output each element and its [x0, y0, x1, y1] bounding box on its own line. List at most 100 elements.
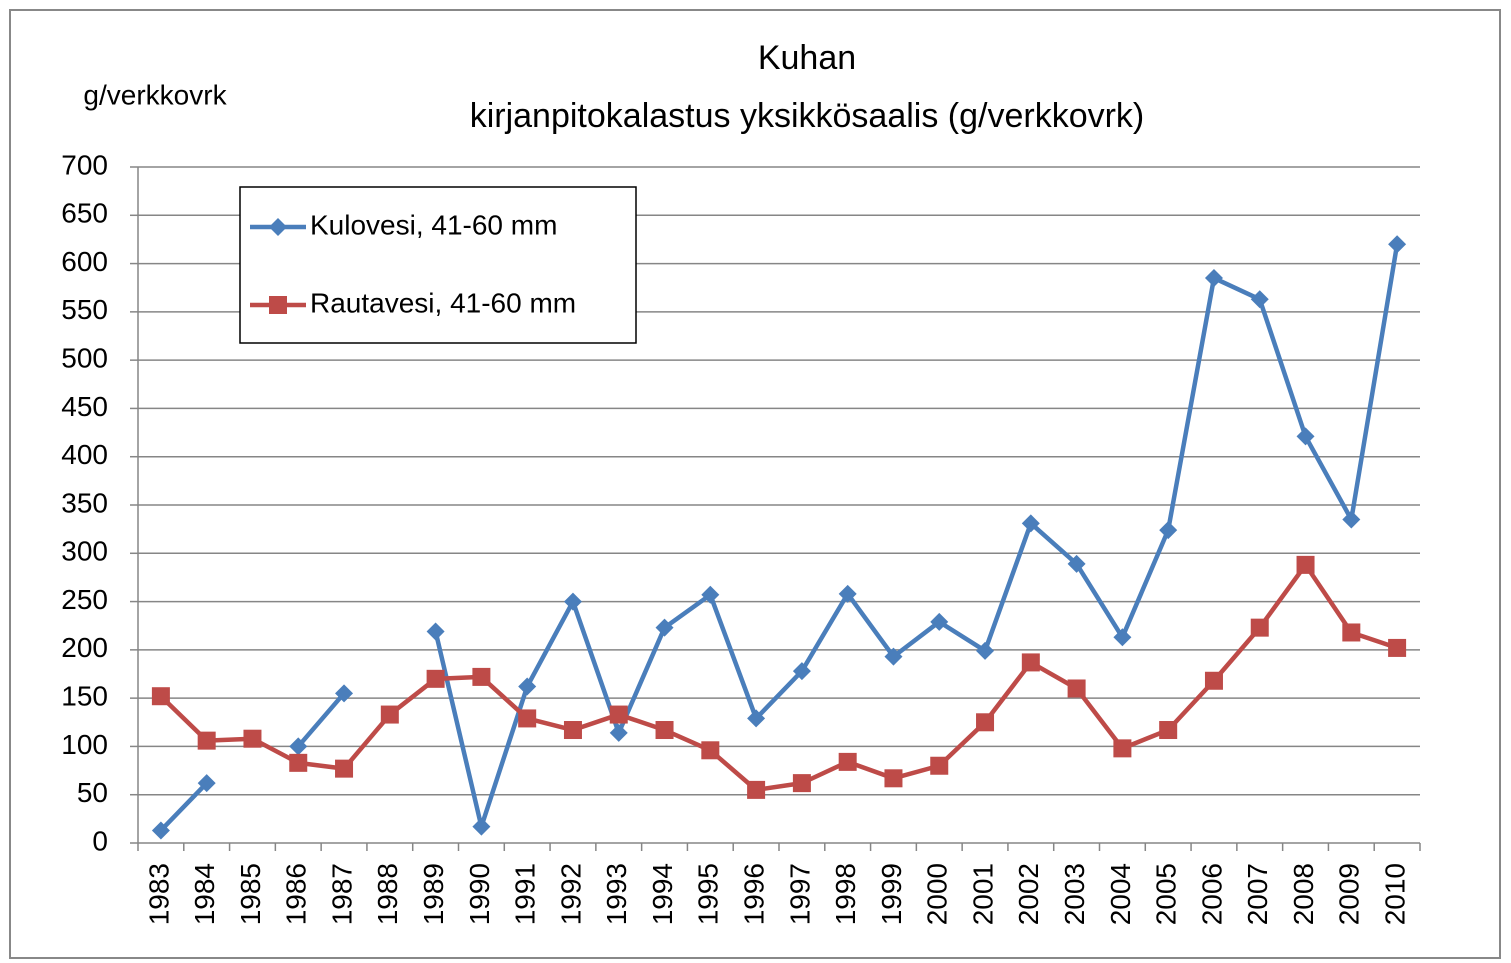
marker	[243, 729, 262, 748]
x-tick-label: 2004	[1105, 863, 1136, 925]
marker	[1021, 514, 1040, 533]
marker	[930, 756, 949, 775]
y-tick-label: 150	[61, 681, 108, 712]
y-tick-label: 250	[61, 584, 108, 615]
x-tick-label: 1999	[876, 863, 907, 925]
chart-border	[9, 9, 1501, 959]
x-tick-label: 1995	[693, 863, 724, 925]
marker	[1204, 671, 1223, 690]
y-tick-label: 650	[61, 198, 108, 229]
marker	[884, 647, 903, 666]
x-tick-label: 2000	[922, 863, 953, 925]
y-tick-label: 350	[61, 487, 108, 518]
legend-label: Kulovesi, 41-60 mm	[310, 209, 557, 240]
x-tick-label: 1988	[372, 863, 403, 925]
x-tick-label: 1990	[464, 863, 495, 925]
marker	[1342, 510, 1361, 529]
series-line	[159, 243, 1400, 833]
marker	[426, 669, 445, 688]
marker	[151, 821, 170, 840]
x-tick-label: 1993	[601, 863, 632, 925]
marker	[380, 705, 399, 724]
marker	[1021, 653, 1040, 672]
marker	[197, 774, 216, 793]
x-tick-label: 1984	[189, 863, 220, 925]
x-tick-label: 1989	[418, 863, 449, 925]
marker	[1388, 235, 1407, 254]
marker	[426, 622, 445, 641]
marker	[1113, 628, 1132, 647]
y-tick-label: 500	[61, 343, 108, 374]
marker	[518, 709, 537, 728]
marker	[884, 769, 903, 788]
marker	[655, 618, 674, 637]
legend-marker	[269, 218, 287, 236]
marker	[701, 741, 720, 760]
x-tick-label: 2003	[1059, 863, 1090, 925]
x-tick-label: 2006	[1196, 863, 1227, 925]
marker	[1113, 739, 1132, 758]
marker	[838, 752, 857, 771]
marker	[472, 817, 491, 836]
marker	[701, 585, 720, 604]
chart-title: kirjanpitokalastus yksikkösaalis (g/verk…	[470, 97, 1145, 135]
y-tick-label: 50	[77, 777, 108, 808]
marker	[609, 705, 628, 724]
x-tick-label: 1991	[510, 863, 541, 925]
marker	[289, 753, 308, 772]
y-tick-label: 700	[61, 149, 108, 180]
marker	[976, 641, 995, 660]
marker	[1204, 269, 1223, 288]
marker	[563, 592, 582, 611]
series-line	[159, 562, 1398, 793]
y-tick-label: 600	[61, 246, 108, 277]
marker	[838, 584, 857, 603]
legend-label: Rautavesi, 41-60 mm	[310, 287, 576, 318]
marker	[609, 723, 628, 742]
marker	[655, 721, 674, 740]
chart-title: Kuhan	[758, 39, 856, 77]
x-tick-label: 1998	[830, 863, 861, 925]
marker	[930, 612, 949, 631]
legend: Kulovesi, 41-60 mm Rautavesi, 41-60 mm	[239, 186, 637, 344]
marker	[1250, 618, 1269, 637]
x-tick-label: 2002	[1013, 863, 1044, 925]
marker	[151, 687, 170, 706]
x-tick-label: 2009	[1334, 863, 1365, 925]
marker	[518, 677, 537, 696]
x-tick-label: 1985	[235, 863, 266, 925]
marker	[976, 713, 995, 732]
y-tick-label: 400	[61, 439, 108, 470]
marker	[1159, 721, 1178, 740]
marker	[563, 721, 582, 740]
marker	[289, 737, 308, 756]
marker	[335, 684, 354, 703]
x-tick-label: 1986	[281, 863, 312, 925]
marker	[1067, 679, 1086, 698]
x-tick-label: 2005	[1151, 863, 1182, 925]
marker	[335, 759, 354, 778]
marker	[1250, 290, 1269, 309]
x-tick-label: 2001	[967, 863, 998, 925]
x-tick-label: 1997	[784, 863, 815, 925]
y-tick-label: 0	[92, 825, 108, 856]
x-tick-label: 2010	[1379, 863, 1410, 925]
y-tick-label: 550	[61, 294, 108, 325]
x-tick-label: 1994	[647, 863, 678, 925]
x-tick-label: 1983	[143, 863, 174, 925]
marker	[792, 662, 811, 681]
y-tick-label: 200	[61, 632, 108, 663]
x-tick-label: 2007	[1242, 863, 1273, 925]
marker	[1388, 638, 1407, 657]
legend-box	[239, 186, 637, 344]
y-axis-label: g/verkkovrk	[83, 79, 227, 110]
marker	[747, 709, 766, 728]
marker	[1159, 521, 1178, 540]
x-tick-label: 1992	[555, 863, 586, 925]
marker	[792, 774, 811, 793]
y-tick-label: 300	[61, 536, 108, 567]
y-tick-label: 450	[61, 391, 108, 422]
marker	[1296, 555, 1315, 574]
marker	[197, 731, 216, 750]
